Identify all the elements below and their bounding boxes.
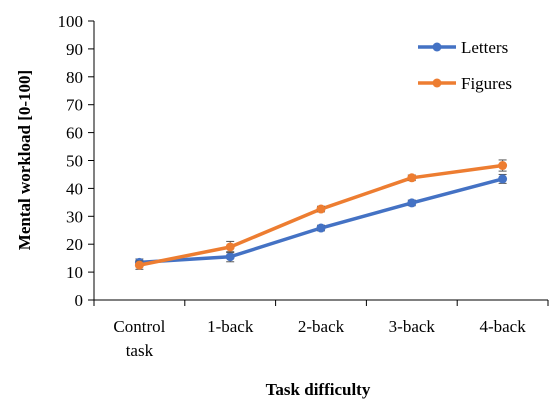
series-figures (134, 159, 508, 270)
x-tick-label-line: Control (113, 317, 165, 336)
y-tick-label: 10 (66, 263, 83, 282)
x-axis-title: Task difficulty (266, 380, 371, 399)
legend-swatch-marker (432, 78, 442, 88)
data-point (225, 252, 235, 262)
y-tick-label: 90 (66, 40, 83, 59)
y-tick-label: 0 (75, 291, 84, 310)
series-group (134, 159, 508, 270)
axes (93, 21, 548, 301)
data-point (316, 223, 326, 233)
x-tick-label: 4-back (479, 317, 526, 336)
series-line (139, 177, 504, 265)
y-tick-label: 70 (66, 96, 83, 115)
y-tick-label: 60 (66, 124, 83, 143)
legend-swatch-marker (432, 42, 442, 52)
x-tick-label-line: 1-back (207, 317, 254, 336)
x-tick-label-line: task (126, 341, 154, 360)
data-point (225, 242, 235, 252)
x-tick-label: 1-back (207, 317, 254, 336)
data-point (498, 161, 508, 171)
x-tick-label-line: 3-back (389, 317, 436, 336)
data-point (134, 260, 144, 270)
y-tick-label: 100 (58, 12, 84, 31)
series-line (139, 163, 503, 267)
x-tick-label: 2-back (298, 317, 345, 336)
y-axis-title: Mental workload [0-100] (15, 70, 34, 250)
data-point (407, 173, 417, 183)
data-point (407, 198, 417, 208)
y-tick-label: 30 (66, 207, 83, 226)
y-axis-ticks: 0 10 20 30 40 50 60 70 80 90 100 (58, 12, 94, 310)
data-point (316, 204, 326, 214)
y-tick-label: 80 (66, 68, 83, 87)
x-tick-label-line: 4-back (479, 317, 526, 336)
x-tick-label-line: 2-back (298, 317, 345, 336)
data-point (498, 174, 508, 184)
y-tick-label: 20 (66, 235, 83, 254)
y-tick-label: 40 (66, 179, 83, 198)
legend-label: Figures (461, 74, 512, 93)
legend-label: Letters (461, 38, 508, 57)
x-tick-label: Control task (113, 317, 165, 360)
y-tick-label: 50 (66, 152, 83, 171)
series-letters (134, 173, 508, 267)
x-axis-ticks: Control task 1-back 2-back 3-back 4-back (93, 300, 549, 360)
legend: Letters Figures (418, 38, 512, 93)
x-tick-label: 3-back (389, 317, 436, 336)
